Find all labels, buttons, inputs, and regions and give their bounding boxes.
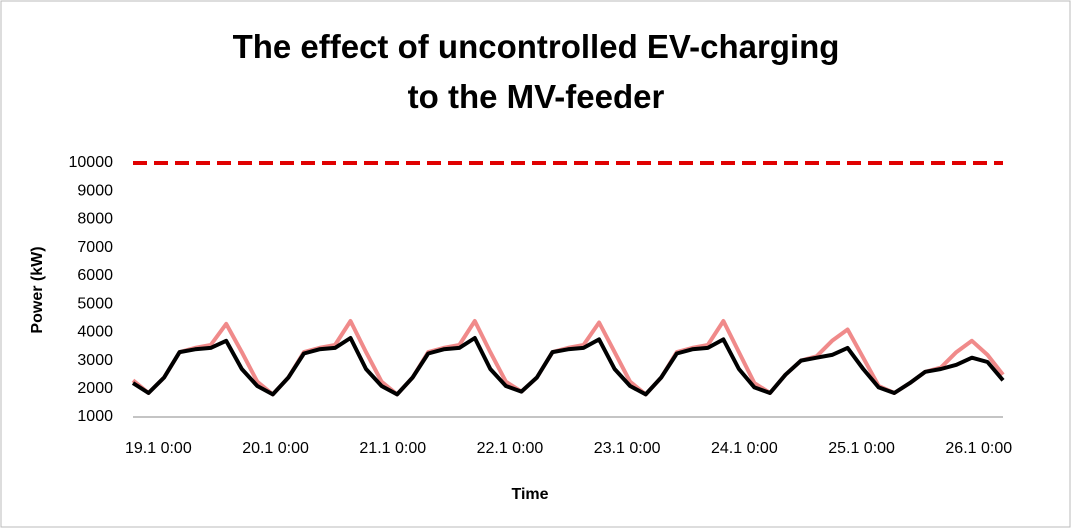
x-tick-label: 24.1 0:00 xyxy=(711,440,778,457)
y-tick-label: 6000 xyxy=(77,267,113,284)
y-tick-label: 10000 xyxy=(69,154,114,171)
chart-title: The effect of uncontrolled EV-charging t… xyxy=(232,28,840,115)
x-tick-label: 20.1 0:00 xyxy=(242,440,309,457)
y-tick-label: 4000 xyxy=(77,324,113,341)
series-line xyxy=(131,336,1005,397)
y-tick-label: 5000 xyxy=(77,295,113,312)
y-tick-label: 8000 xyxy=(77,211,113,228)
x-tick-label: 22.1 0:00 xyxy=(477,440,544,457)
y-axis-label: Power (kW) xyxy=(29,246,46,333)
x-tick-label: 19.1 0:00 xyxy=(125,440,192,457)
y-tick-label: 9000 xyxy=(77,182,113,199)
x-axis-label: Time xyxy=(511,486,548,503)
y-tick-label: 3000 xyxy=(77,352,113,369)
y-tick-label: 1000 xyxy=(77,408,113,425)
x-tick-label: 26.1 0:00 xyxy=(945,440,1012,457)
x-tick-label: 23.1 0:00 xyxy=(594,440,661,457)
x-tick-label: 25.1 0:00 xyxy=(828,440,895,457)
y-tick-label: 7000 xyxy=(77,239,113,256)
y-tick-label: 2000 xyxy=(77,380,113,397)
x-tick-label: 21.1 0:00 xyxy=(359,440,426,457)
